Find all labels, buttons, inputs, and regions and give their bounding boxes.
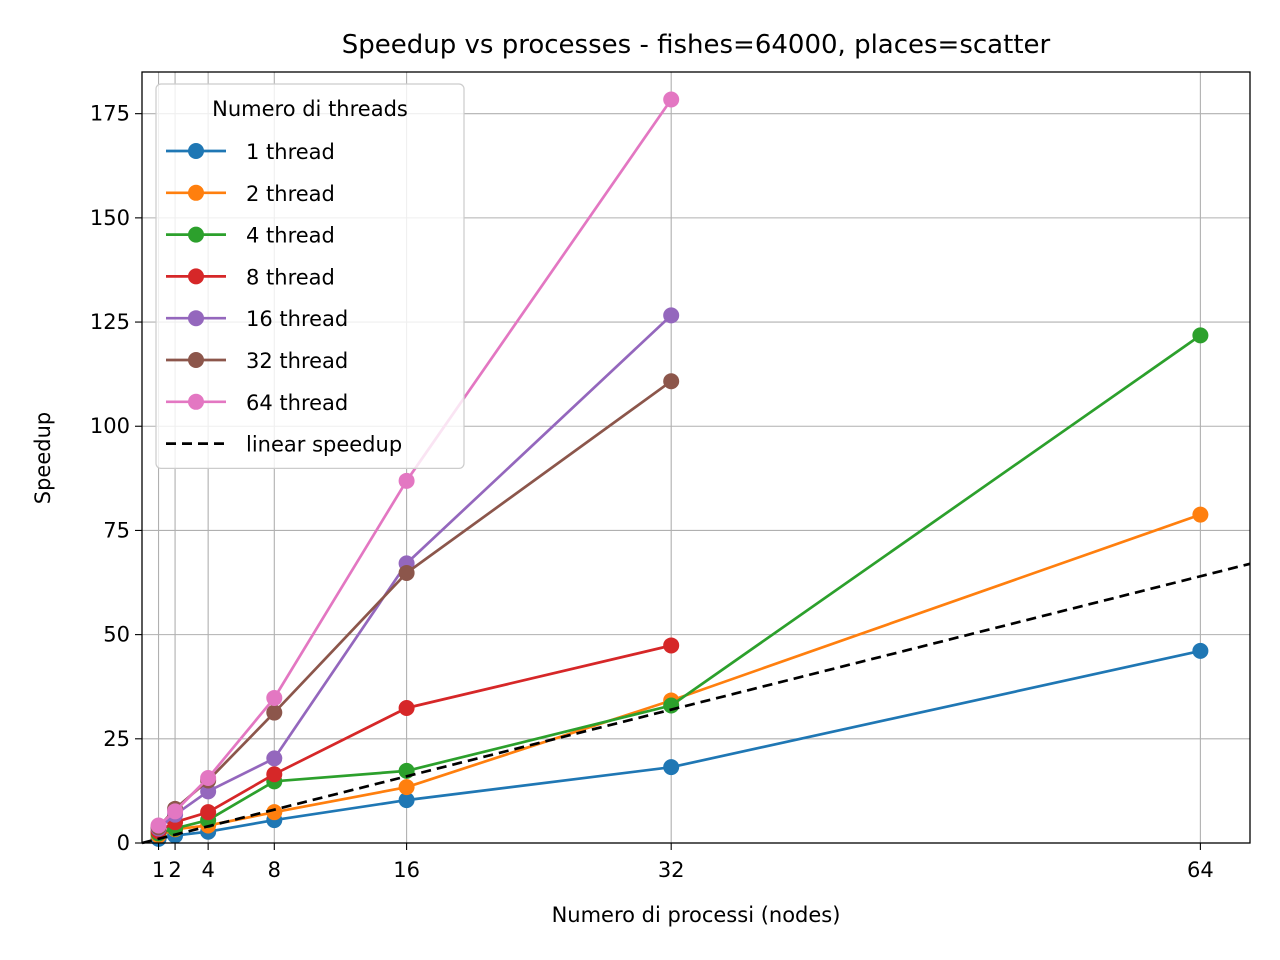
legend-marker [188,310,204,327]
y-tick-label: 125 [90,310,130,334]
legend-label: 1 thread [246,140,335,164]
legend-box [155,83,465,469]
y-tick-label: 75 [103,518,130,542]
y-tick-label: 0 [117,831,130,855]
y-tick-label: 100 [90,414,130,438]
chart-title: Speedup vs processes - fishes=64000, pla… [342,30,1051,60]
data-point [663,307,680,324]
data-point [663,373,680,390]
data-point [398,564,415,581]
data-point [1192,642,1209,659]
legend-entry: 8 thread [166,265,335,289]
data-point [266,689,283,706]
series-8-thread [150,637,680,840]
legend-entry: 2 thread [166,182,335,206]
y-tick-label: 25 [103,727,130,751]
legend-label: 64 thread [246,391,348,415]
legend-marker [188,268,204,285]
linear-speedup-line [141,562,1251,845]
data-point [398,779,415,796]
y-tick-label: 175 [90,102,130,126]
x-axis-title: Numero di processi (nodes) [552,903,841,927]
y-tick-label: 150 [90,206,130,230]
data-point [200,769,217,786]
x-tick-label: 32 [658,858,685,882]
legend-label: 16 thread [246,307,348,331]
legend-entry: 32 thread [166,349,348,373]
data-point [1192,506,1209,523]
legend-label: 32 thread [246,349,348,373]
legend-marker [188,226,204,243]
data-point [167,803,184,820]
y-tick-label: 50 [103,623,130,647]
x-tick-label: 2 [168,858,181,882]
data-point [266,804,283,821]
legend-marker [188,393,204,410]
legend-entry: 16 thread [166,307,348,331]
legend-title: Numero di threads [212,97,408,121]
x-tick-label: 4 [201,858,214,882]
data-point [266,704,283,721]
data-point [150,817,167,834]
legend-entry: 4 thread [166,224,335,248]
legend-label: 4 thread [246,224,335,248]
data-point [398,472,415,489]
legend-label: 8 thread [246,265,335,289]
legend-entry: 1 thread [166,140,335,164]
data-point [663,91,680,108]
legend-marker [188,184,204,201]
x-tick-label: 64 [1187,858,1214,882]
y-axis-title: Speedup [31,412,55,504]
data-point [266,750,283,767]
data-point [663,637,680,654]
axis-ticks: 1 2 4 8 16 32 64 0 25 50 75 100 125 150 175 [90,102,1214,882]
data-point [266,766,283,783]
legend: Numero di threads 1 thread 2 thread 4 threa… [155,83,465,469]
legend-label: 2 thread [246,182,335,206]
data-point [200,804,217,821]
x-tick-label: 1 [152,858,165,882]
legend-marker [188,352,204,368]
x-tick-label: 16 [393,858,420,882]
legend-label: linear speedup [246,433,402,457]
legend-entry: 64 thread [166,391,348,415]
legend-entry: linear speedup [166,433,402,457]
plot-frame [141,71,1251,844]
x-tick-label: 8 [268,858,281,882]
data-point [663,759,680,776]
data-point [1192,327,1209,344]
legend-marker [188,143,204,159]
data-point [398,699,415,716]
data-point [398,792,415,809]
data-point [663,697,680,714]
